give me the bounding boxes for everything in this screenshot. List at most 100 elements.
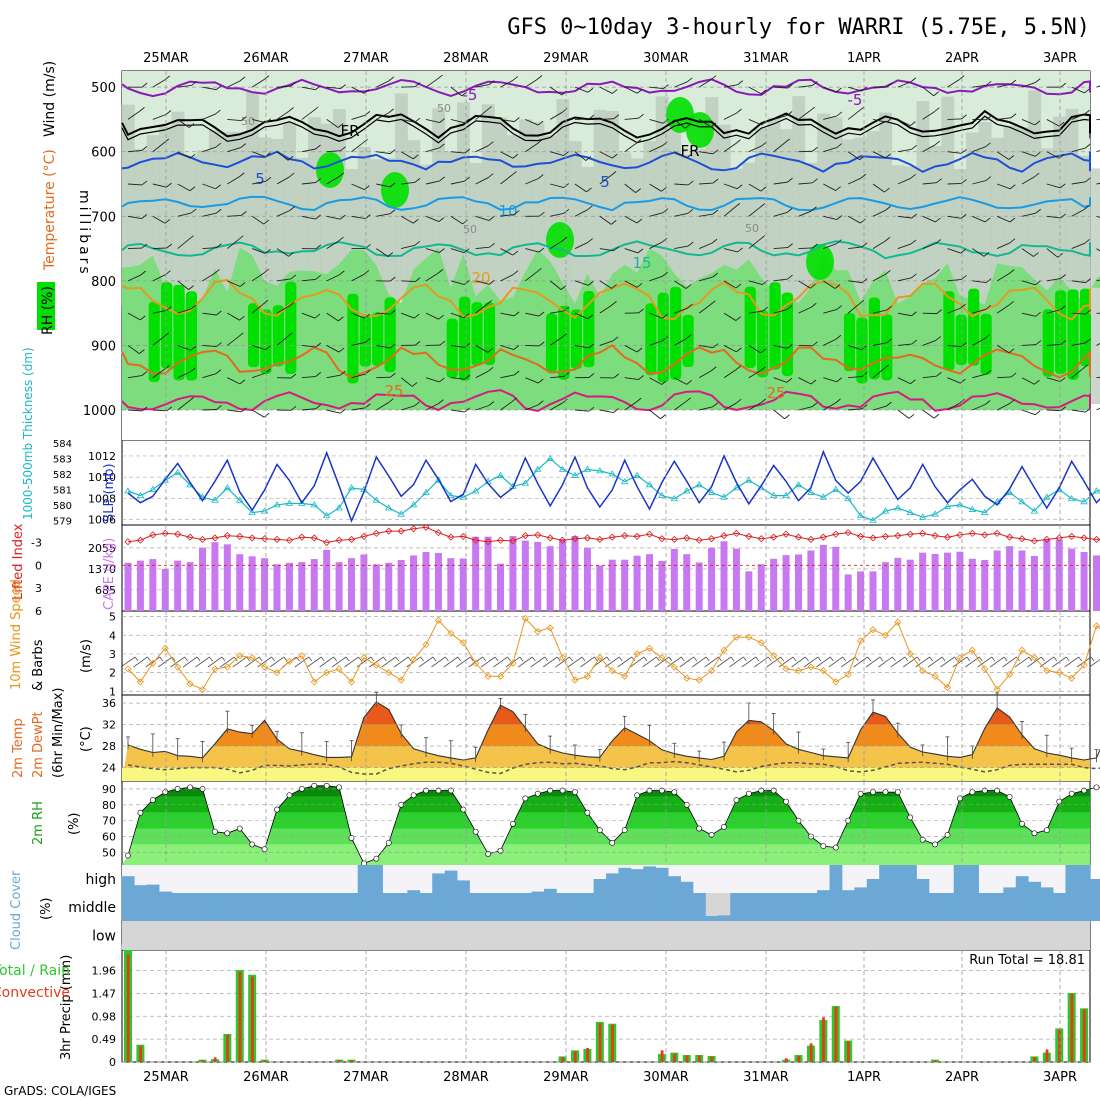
thickness-marker [496, 471, 505, 478]
wind-barb-flag [933, 91, 939, 97]
wind-barb [773, 278, 788, 282]
rh-saturated-cell [272, 305, 284, 367]
cloud-cell [891, 893, 905, 921]
wind-barb-flag [711, 238, 718, 244]
wind-barb [674, 280, 687, 289]
cape-bar [335, 562, 343, 611]
cloud-cell [481, 893, 495, 921]
wind-barb [599, 175, 612, 185]
wind-barb [823, 215, 838, 220]
isotherm-minus5 [121, 78, 1091, 98]
wind-barb-flag [315, 404, 322, 410]
li-marker [881, 532, 889, 540]
wind-tick-label: 4 [109, 629, 116, 642]
wind-barb [574, 409, 589, 412]
wind-speed-marker [298, 652, 306, 660]
wind-barb-flag [935, 336, 942, 341]
cloud-cell [1053, 947, 1066, 950]
wind-barb [723, 207, 736, 217]
wind-barb-flag [712, 402, 719, 408]
pressure-axis-text: millibars [76, 190, 92, 277]
wind-barb-flag [1084, 109, 1090, 115]
wind-barb [927, 656, 943, 668]
wind-barb-flag [414, 177, 421, 183]
wind-barb-flag [289, 206, 296, 211]
cloud-cell [332, 941, 346, 950]
precip-convective-bar [139, 1045, 143, 1062]
wind-barb-flag [1041, 656, 1045, 662]
thickness-marker [670, 494, 679, 502]
t2m-tick-label: 24 [102, 762, 116, 775]
wind-barb-flag [411, 382, 418, 387]
wind-barb-flag [315, 144, 321, 150]
wind-barb-flag [563, 151, 569, 156]
wind-barb-flag [338, 172, 345, 178]
wind-barb [823, 308, 837, 314]
thickness-marker [397, 510, 405, 517]
wind-barb-flag [836, 305, 843, 310]
wind-speed-marker [1018, 646, 1026, 654]
wind-barb [202, 247, 217, 250]
wind-barb-flag [810, 302, 817, 308]
cape-bar [434, 552, 442, 611]
wind-barb [624, 248, 639, 254]
wind-barb-flag [340, 146, 346, 152]
t2m-label-group: 2m Temp [11, 718, 26, 778]
wind-barb-flag [760, 398, 767, 404]
cloud-cell [593, 893, 607, 921]
wind-speed-marker [757, 639, 765, 647]
wind-barb [319, 656, 334, 668]
thickness-marker [1067, 494, 1076, 502]
wind-barb-flag [860, 218, 866, 224]
wind-barb-flag [387, 252, 394, 257]
wind-barb [748, 310, 763, 314]
wind-speed-marker [434, 616, 442, 624]
wind-barb-flag [308, 656, 313, 662]
cloud-cell [1003, 893, 1017, 921]
wind-barb [400, 215, 414, 224]
thickness-marker [931, 510, 939, 517]
isotherm-plus30 [121, 389, 1091, 413]
wind-barb-flag [363, 270, 370, 275]
wind-barb [252, 248, 266, 254]
wind-barb-flag [861, 278, 868, 283]
li-marker [906, 530, 914, 538]
wind-barb-flag [606, 656, 611, 662]
cloud-cell [506, 893, 520, 921]
wind-barb [1096, 248, 1100, 252]
wind-barb-flag [562, 398, 568, 404]
wind-barb [599, 86, 613, 94]
rh-upper-cell [316, 152, 344, 188]
wind-speed-marker [285, 657, 293, 665]
cape-bar [1043, 539, 1051, 611]
wind-barb [773, 211, 788, 217]
rh-marker [510, 820, 516, 827]
cape-bar [546, 546, 554, 611]
thickness-marker [409, 501, 418, 508]
slp-frame [121, 439, 1091, 526]
cloud-cell [370, 893, 383, 921]
wind-barb [177, 151, 191, 159]
wind-barb [425, 312, 439, 320]
wind-barb [525, 248, 539, 253]
wind-barb [202, 273, 215, 282]
wind-barb-flag [563, 306, 570, 312]
thickness-marker [298, 499, 306, 506]
wind-barb [500, 213, 515, 217]
wind-speed-marker [248, 654, 256, 662]
wind-barb-flag [265, 118, 272, 124]
wind-barb [1071, 280, 1086, 284]
wind-barb-flag [512, 153, 519, 159]
isotherm-label: -5 [848, 91, 863, 109]
wind-barb-flag [188, 123, 195, 128]
isotherm-label: FR [680, 142, 699, 160]
wind-barb [897, 215, 912, 219]
wind-speed-marker [708, 667, 716, 675]
wind-barb-flag [439, 340, 446, 346]
wind-barb [897, 177, 911, 185]
wind-barb [252, 151, 266, 158]
wind-barb [848, 408, 863, 411]
precip-convective-bar [126, 954, 130, 1062]
